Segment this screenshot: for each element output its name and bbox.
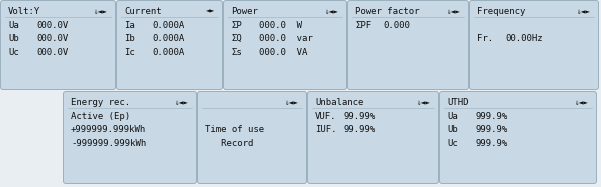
Text: Uc: Uc — [8, 48, 19, 57]
FancyBboxPatch shape — [224, 1, 347, 90]
Text: 999.9%: 999.9% — [475, 125, 507, 134]
Text: Ib: Ib — [124, 34, 135, 43]
Text: Volt:Y: Volt:Y — [8, 7, 40, 16]
FancyBboxPatch shape — [469, 1, 599, 90]
Text: ⇓◄►: ⇓◄► — [175, 98, 189, 107]
Text: -999999.999kWh: -999999.999kWh — [71, 139, 146, 148]
Text: Σs: Σs — [231, 48, 242, 57]
Text: 0.000A: 0.000A — [152, 21, 185, 30]
Text: 000.0V: 000.0V — [36, 48, 69, 57]
Text: 99.99%: 99.99% — [343, 125, 375, 134]
Text: 000.0  var: 000.0 var — [259, 34, 313, 43]
Text: 999.9%: 999.9% — [475, 112, 507, 121]
Text: 000.0V: 000.0V — [36, 34, 69, 43]
Text: ⇓◄►: ⇓◄► — [325, 7, 339, 16]
Text: Uc: Uc — [447, 139, 458, 148]
Text: Ua: Ua — [8, 21, 19, 30]
Text: 00.00Hz: 00.00Hz — [505, 34, 543, 43]
Text: Ua: Ua — [447, 112, 458, 121]
Text: Record: Record — [205, 139, 254, 148]
Text: 000.0  VA: 000.0 VA — [259, 48, 307, 57]
Text: 0.000A: 0.000A — [152, 48, 185, 57]
Text: 0.000A: 0.000A — [152, 34, 185, 43]
Text: IUF.: IUF. — [315, 125, 337, 134]
Text: Power: Power — [231, 7, 258, 16]
FancyBboxPatch shape — [117, 1, 222, 90]
Text: Energy rec.: Energy rec. — [71, 98, 130, 107]
Text: Ic: Ic — [124, 48, 135, 57]
Text: 0.000: 0.000 — [383, 21, 410, 30]
FancyBboxPatch shape — [308, 91, 439, 183]
Text: Ia: Ia — [124, 21, 135, 30]
Text: ΣQ: ΣQ — [231, 34, 242, 43]
Text: ⇓◄►: ⇓◄► — [575, 98, 589, 107]
FancyBboxPatch shape — [1, 1, 115, 90]
Text: ⇓◄►: ⇓◄► — [417, 98, 431, 107]
Text: ΣP: ΣP — [231, 21, 242, 30]
Text: 99.99%: 99.99% — [343, 112, 375, 121]
Text: UTHD: UTHD — [447, 98, 469, 107]
Text: Frequency: Frequency — [477, 7, 525, 16]
Text: Power factor: Power factor — [355, 7, 419, 16]
FancyBboxPatch shape — [347, 1, 469, 90]
Text: ◄►: ◄► — [206, 7, 215, 16]
Text: Ub: Ub — [8, 34, 19, 43]
Text: Time of use: Time of use — [205, 125, 264, 134]
Text: Unbalance: Unbalance — [315, 98, 364, 107]
Text: Ub: Ub — [447, 125, 458, 134]
Text: ⇓◄►: ⇓◄► — [447, 7, 461, 16]
Text: 000.0  W: 000.0 W — [259, 21, 302, 30]
Text: ⇓◄►: ⇓◄► — [285, 98, 299, 107]
Text: ⇓◄►: ⇓◄► — [94, 7, 108, 16]
FancyBboxPatch shape — [64, 91, 197, 183]
Text: Current: Current — [124, 7, 162, 16]
FancyBboxPatch shape — [198, 91, 307, 183]
Text: Fr.: Fr. — [477, 34, 493, 43]
FancyBboxPatch shape — [439, 91, 597, 183]
Text: VUF.: VUF. — [315, 112, 337, 121]
Text: 000.0V: 000.0V — [36, 21, 69, 30]
Text: Active (Ep): Active (Ep) — [71, 112, 130, 121]
Text: +999999.999kWh: +999999.999kWh — [71, 125, 146, 134]
Text: 999.9%: 999.9% — [475, 139, 507, 148]
Text: ⇓◄►: ⇓◄► — [577, 7, 591, 16]
Text: ΣPF: ΣPF — [355, 21, 371, 30]
